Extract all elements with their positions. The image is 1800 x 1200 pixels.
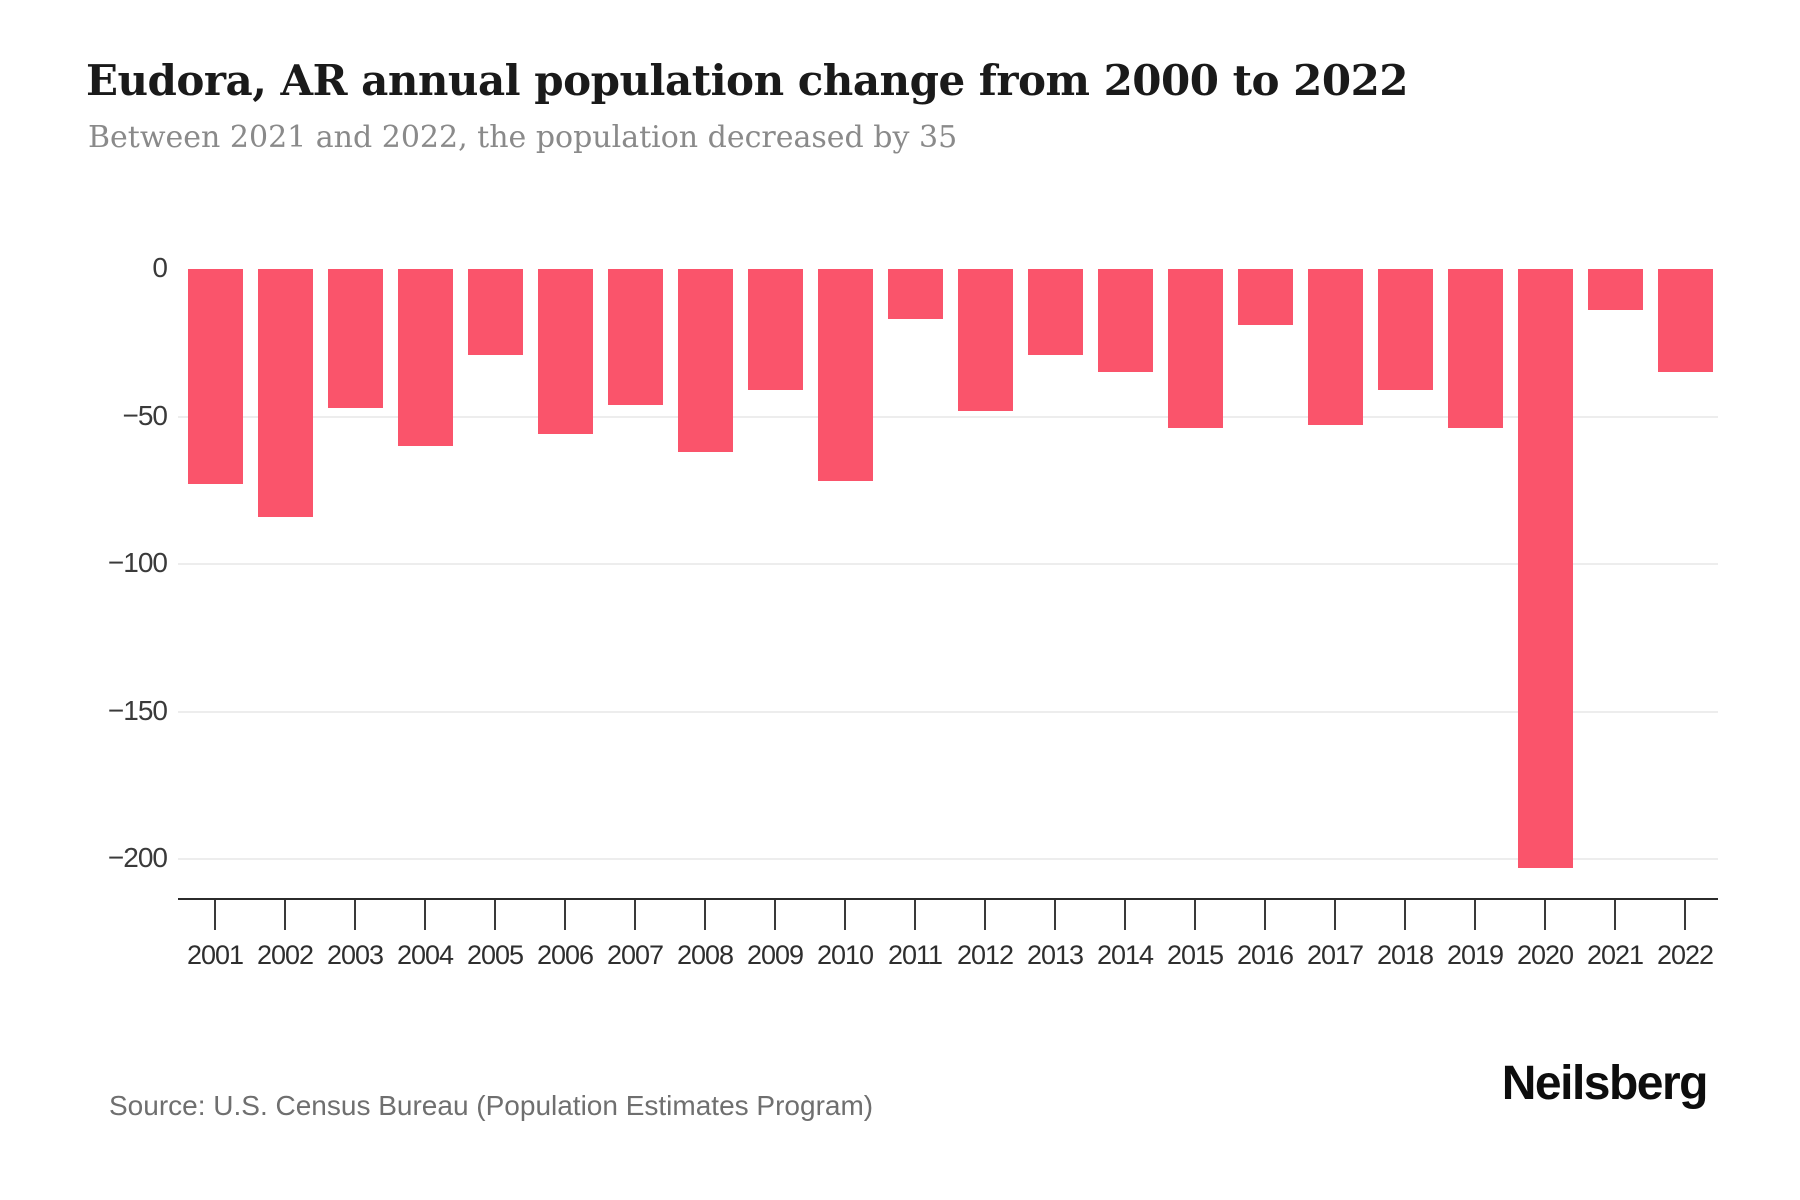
x-axis-label-2017: 2017 — [1306, 940, 1364, 970]
bar-2011[interactable] — [887, 269, 943, 319]
bar-2019[interactable] — [1447, 269, 1503, 428]
x-axis-tick-2009 — [774, 900, 776, 930]
x-axis-label-2021: 2021 — [1586, 940, 1644, 970]
bar-2017[interactable] — [1307, 269, 1363, 425]
y-axis-label-0: 0 — [152, 252, 168, 283]
x-axis-label-2004: 2004 — [396, 940, 454, 970]
y-axis-label--50: −50 — [122, 399, 169, 431]
x-axis-label-2015: 2015 — [1166, 940, 1224, 970]
bar-2020[interactable] — [1517, 269, 1573, 868]
source-note: Source: U.S. Census Bureau (Population E… — [109, 1090, 874, 1121]
bar-2006[interactable] — [537, 269, 593, 434]
y-axis-label--150: −150 — [107, 694, 168, 726]
x-axis-tick-2019 — [1474, 900, 1476, 930]
bar-2002[interactable] — [257, 269, 313, 517]
x-axis-tick-2004 — [424, 900, 426, 930]
x-axis-tick-2001 — [214, 900, 216, 930]
x-axis-label-2010: 2010 — [816, 940, 874, 970]
x-axis-label-2016: 2016 — [1236, 940, 1294, 970]
bar-2004[interactable] — [397, 269, 453, 446]
x-axis-tick-2008 — [704, 900, 706, 930]
x-axis-tick-2007 — [634, 900, 636, 930]
x-axis-tick-2002 — [284, 900, 286, 930]
x-axis-tick-2017 — [1334, 900, 1336, 930]
x-axis-tick-2005 — [494, 900, 496, 930]
bar-2021[interactable] — [1587, 269, 1643, 310]
bar-2022[interactable] — [1657, 269, 1713, 372]
x-axis-label-2007: 2007 — [606, 940, 664, 970]
gridline--100 — [178, 563, 1718, 565]
bar-2003[interactable] — [327, 269, 383, 408]
x-axis-label-2005: 2005 — [466, 940, 524, 970]
bar-2009[interactable] — [747, 269, 803, 390]
x-axis-tick-2006 — [564, 900, 566, 930]
bar-2010[interactable] — [817, 269, 873, 481]
x-axis-tick-2016 — [1264, 900, 1266, 930]
x-axis-tick-2020 — [1544, 900, 1546, 930]
x-axis-label-2001: 2001 — [186, 940, 244, 970]
x-axis-tick-2012 — [984, 900, 986, 930]
x-axis-tick-2013 — [1054, 900, 1056, 930]
x-axis-tick-2003 — [354, 900, 356, 930]
x-axis-tick-2015 — [1194, 900, 1196, 930]
x-axis-label-2014: 2014 — [1096, 940, 1154, 970]
bar-2016[interactable] — [1237, 269, 1293, 325]
x-axis-label-2011: 2011 — [887, 940, 943, 970]
x-axis-tick-2018 — [1404, 900, 1406, 930]
bar-chart-plot-area: 0 −50 −100 −150 −200 2001 2002 2003 2004 2005 2006… — [107, 252, 1718, 970]
bar-2005[interactable] — [467, 269, 523, 355]
chart-title: Eudora, AR annual population change from… — [86, 56, 1409, 105]
gridline--50 — [178, 415, 1718, 418]
bar-2007[interactable] — [607, 269, 663, 405]
x-axis-line — [178, 898, 1718, 900]
bar-2001[interactable] — [187, 269, 243, 484]
bar-2012[interactable] — [957, 269, 1013, 411]
neilsberg-logo[interactable]: Neilsberg — [1501, 1057, 1709, 1110]
x-axis-tick-2014 — [1124, 900, 1126, 930]
bar-2013[interactable] — [1027, 269, 1083, 355]
bar-2015[interactable] — [1167, 269, 1223, 428]
x-axis-label-2013: 2013 — [1026, 940, 1084, 970]
x-axis-label-2003: 2003 — [326, 940, 384, 970]
chart-subtitle: Between 2021 and 2022, the population de… — [88, 120, 958, 155]
gridline--200 — [178, 858, 1718, 860]
x-axis-label-2008: 2008 — [676, 940, 734, 970]
x-axis-label-2012: 2012 — [956, 940, 1014, 970]
x-axis-label-2009: 2009 — [746, 940, 804, 970]
x-axis-tick-2022 — [1684, 900, 1686, 930]
x-axis-label-2019: 2019 — [1446, 940, 1504, 970]
x-axis-label-2006: 2006 — [536, 940, 594, 970]
bar-2008[interactable] — [677, 269, 733, 452]
x-axis-tick-2010 — [844, 900, 846, 930]
x-axis-label-2022: 2022 — [1656, 940, 1714, 970]
x-axis-label-2002: 2002 — [256, 940, 314, 970]
bar-2014[interactable] — [1097, 269, 1153, 372]
x-axis-tick-2021 — [1614, 900, 1616, 930]
x-axis-label-2018: 2018 — [1376, 940, 1434, 970]
x-axis-label-2020: 2020 — [1516, 940, 1574, 970]
x-axis-tick-2011 — [914, 900, 916, 930]
gridline--150 — [178, 710, 1718, 713]
y-axis-label--200: −200 — [107, 842, 168, 873]
bar-2018[interactable] — [1377, 269, 1433, 390]
y-axis-label--100: −100 — [107, 547, 168, 578]
